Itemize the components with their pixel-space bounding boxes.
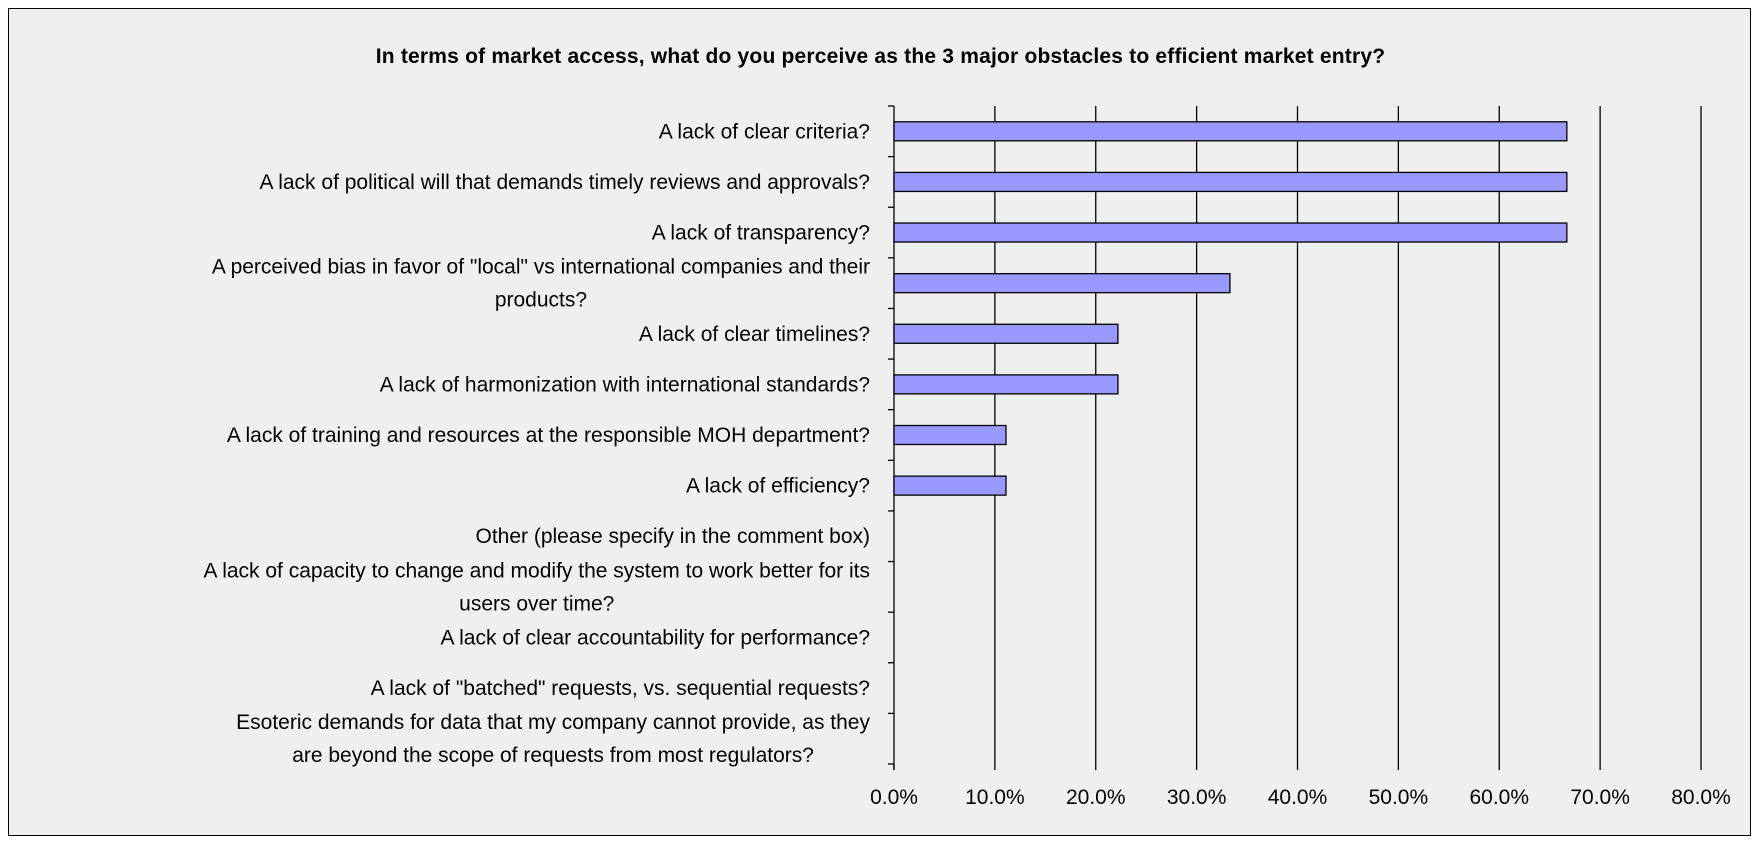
bar: [893, 374, 1119, 395]
category-label: A lack of clear timelines?: [639, 323, 870, 346]
category-label: A lack of "batched" requests, vs. sequen…: [371, 677, 870, 700]
bar: [893, 475, 1007, 496]
category-label-line: users over time?: [459, 592, 614, 615]
x-tick-label: 50.0%: [1369, 786, 1429, 809]
category-label-line: A lack of capacity to change and modify …: [204, 559, 870, 582]
bar: [893, 273, 1231, 294]
x-tick-label: 60.0%: [1469, 786, 1529, 809]
x-tick-label: 80.0%: [1671, 786, 1731, 809]
category-label: A lack of capacity to change and modify …: [204, 559, 870, 615]
category-label-line: A lack of "batched" requests, vs. sequen…: [371, 677, 870, 700]
category-label-line: A lack of clear criteria?: [659, 120, 870, 143]
bar: [893, 222, 1568, 243]
category-label: A lack of training and resources at the …: [227, 424, 870, 447]
category-label-line: A lack of efficiency?: [686, 475, 870, 498]
category-label-line: Other (please specify in the comment box…: [475, 525, 870, 548]
x-tick-label: 40.0%: [1268, 786, 1328, 809]
chart-title: In terms of market access, what do you p…: [375, 45, 1386, 68]
category-label-line: A lack of transparency?: [652, 222, 870, 245]
category-label: Esoteric demands for data that my compan…: [236, 711, 870, 767]
category-label-line: are beyond the scope of requests from mo…: [292, 744, 814, 767]
category-label: A lack of clear accountability for perfo…: [440, 626, 870, 649]
category-label: A lack of efficiency?: [686, 475, 870, 498]
category-label-line: A lack of clear accountability for perfo…: [440, 626, 870, 649]
category-label: A lack of political will that demands ti…: [260, 171, 870, 194]
bar: [893, 121, 1568, 142]
category-label: A perceived bias in favor of "local" vs …: [212, 256, 870, 312]
category-label-line: A lack of harmonization with internation…: [380, 373, 870, 396]
bar: [893, 171, 1568, 193]
x-tick-label: 30.0%: [1167, 786, 1227, 809]
bar: [893, 424, 1007, 446]
category-label: Other (please specify in the comment box…: [475, 525, 870, 548]
category-label-line: A lack of political will that demands ti…: [260, 171, 870, 194]
category-label-line: A lack of clear timelines?: [639, 323, 870, 346]
category-label: A lack of transparency?: [652, 222, 870, 245]
bar: [893, 323, 1119, 344]
x-tick-label: 20.0%: [1066, 786, 1126, 809]
category-label-line: A perceived bias in favor of "local" vs …: [212, 256, 870, 279]
category-label: A lack of harmonization with internation…: [380, 373, 870, 396]
x-tick-label: 0.0%: [870, 786, 918, 809]
x-tick-label: 70.0%: [1570, 786, 1630, 809]
chart-frame: In terms of market access, what do you p…: [8, 8, 1751, 836]
x-tick-label: 10.0%: [965, 786, 1025, 809]
category-label-line: products?: [495, 289, 587, 312]
category-label-line: A lack of training and resources at the …: [227, 424, 870, 447]
category-label-line: Esoteric demands for data that my compan…: [236, 711, 870, 734]
category-label: A lack of clear criteria?: [659, 120, 870, 143]
